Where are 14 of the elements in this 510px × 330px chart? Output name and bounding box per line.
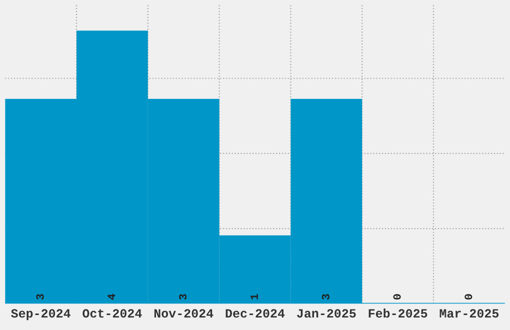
x-tick-label: Sep-2024 [11, 309, 70, 320]
data-label: 3 [36, 294, 44, 300]
data-label: 3 [179, 294, 187, 300]
x-tick-label: Oct-2024 [82, 309, 142, 318]
x-tick-label: Mar-2025 [440, 309, 499, 318]
data-label: 0 [393, 294, 401, 300]
x-tick-label: Nov-2024 [154, 309, 214, 318]
data-label: 1 [250, 294, 258, 300]
data-label: 4 [108, 294, 116, 300]
x-tick-label: Feb-2025 [368, 308, 428, 318]
x-tick-label: Jan-2025 [297, 309, 356, 318]
data-label: 3 [322, 294, 330, 300]
data-label: 0 [464, 294, 472, 300]
x-tick-label: Dec-2024 [226, 309, 285, 318]
